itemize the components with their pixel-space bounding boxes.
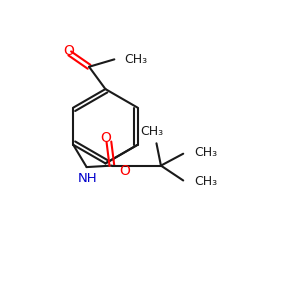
Text: O: O (100, 131, 111, 145)
Text: CH₃: CH₃ (140, 125, 164, 138)
Text: NH: NH (77, 172, 97, 185)
Text: O: O (63, 44, 74, 58)
Text: CH₃: CH₃ (194, 176, 218, 188)
Text: CH₃: CH₃ (194, 146, 218, 159)
Text: CH₃: CH₃ (125, 53, 148, 66)
Text: O: O (119, 164, 130, 178)
